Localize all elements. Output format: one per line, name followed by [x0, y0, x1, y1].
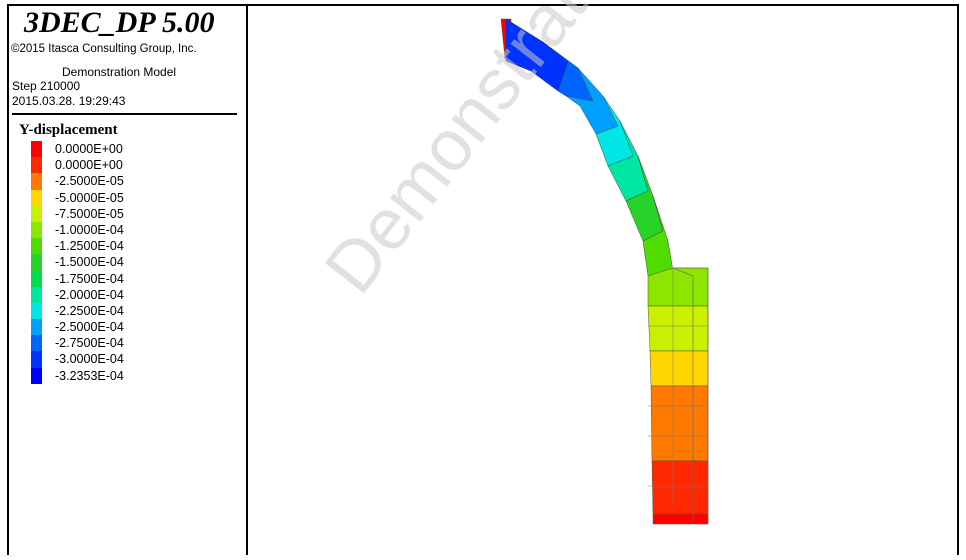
step-counter: Step 210000: [12, 79, 81, 93]
column-yellow: [649, 350, 709, 387]
legend-label: -5.0000E-05: [55, 190, 124, 205]
model-name: Demonstration Model: [62, 65, 177, 79]
legend-label: -1.0000E-04: [55, 222, 124, 237]
column-orange: [650, 385, 709, 462]
legend-label: -2.0000E-04: [55, 287, 124, 302]
legend-title: Y-displacement: [19, 122, 118, 138]
legend-swatch: [31, 189, 42, 206]
separator: [12, 113, 237, 115]
legend-swatch: [31, 286, 42, 303]
legend-swatch: [31, 367, 42, 384]
legend-label: -2.5000E-05: [55, 174, 124, 189]
legend-label: -7.5000E-05: [55, 206, 124, 221]
legend-swatch: [31, 173, 42, 190]
column-red-orange: [651, 460, 709, 515]
legend-swatch: [31, 141, 42, 158]
legend-label: -1.2500E-04: [55, 239, 124, 254]
timestamp: 2015.03.28. 19:29:43: [12, 94, 126, 108]
column-mid: [647, 305, 709, 352]
legend-swatch: [31, 205, 42, 222]
legend-label: -2.5000E-04: [55, 320, 124, 335]
column-side: [672, 267, 709, 525]
legend-label: -2.7500E-04: [55, 336, 124, 351]
legend-swatch: [31, 254, 42, 271]
column-upper: [647, 267, 709, 307]
legend-swatch: [31, 157, 42, 174]
model-viewport[interactable]: [248, 6, 957, 555]
legend-swatch: [31, 270, 42, 287]
copyright-text: ©2015 Itasca Consulting Group, Inc.: [11, 43, 197, 55]
legend-label: -1.7500E-04: [55, 271, 124, 286]
legend-label: -1.5000E-04: [55, 255, 124, 270]
column-base: [652, 513, 709, 525]
plot-frame: [7, 4, 959, 555]
legend-label: 0.0000E+00: [55, 142, 123, 156]
app-title: 3DEC_DP 5.00: [24, 6, 215, 39]
model-geometry: [500, 18, 709, 525]
legend-label: -3.0000E-04: [55, 352, 124, 367]
legend-label: 0.0000E+00: [55, 158, 123, 173]
legend-swatch: [31, 335, 42, 352]
legend-label: -2.2500E-04: [55, 303, 124, 318]
legend-swatch: [31, 238, 42, 255]
legend-swatch: [31, 351, 42, 368]
legend-swatch: [31, 302, 42, 320]
info-panel: [7, 4, 248, 555]
legend-label: -3.2353E-04: [55, 368, 124, 383]
legend-swatch: [31, 319, 42, 336]
legend-swatch: [31, 221, 42, 239]
